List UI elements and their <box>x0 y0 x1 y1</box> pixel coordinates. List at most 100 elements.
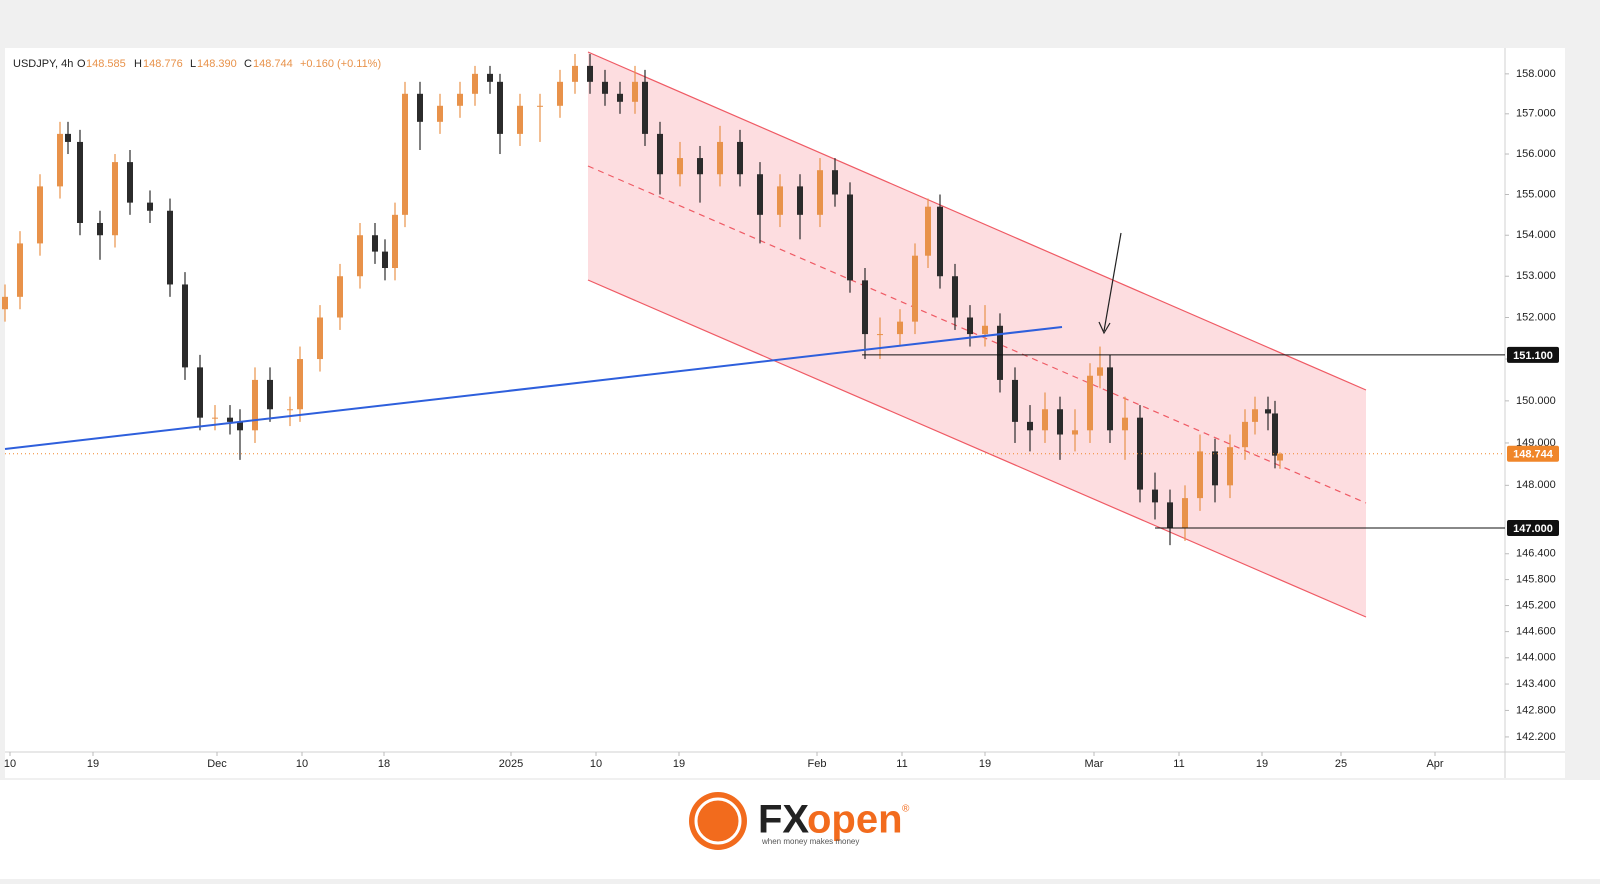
brand-reg: ® <box>902 804 910 815</box>
candle-body <box>167 210 173 285</box>
tagline: when money makes money <box>761 837 859 846</box>
h-value: 148.776 <box>143 58 183 70</box>
brand-fx: FX <box>758 798 809 842</box>
candle-body <box>1167 502 1173 529</box>
candle-body <box>382 251 388 269</box>
candle-body <box>497 81 503 134</box>
y-tick-label: 144.000 <box>1516 652 1556 664</box>
candle-body <box>457 93 463 106</box>
candle-body <box>967 317 973 335</box>
candle-body <box>937 206 943 277</box>
y-tick-label: 148.000 <box>1516 479 1556 491</box>
y-tick-label: 157.000 <box>1516 108 1556 120</box>
header: USDJPY, 4h O 148.585 H 148.776 L 148.390… <box>13 58 381 70</box>
x-tick-label: 19 <box>87 758 99 770</box>
candle-body <box>517 105 523 134</box>
candle-body <box>1182 498 1188 529</box>
candle-body <box>757 174 763 215</box>
candle-body <box>1057 409 1063 435</box>
candle-body <box>717 141 723 175</box>
candle-body <box>617 93 623 102</box>
candle-body <box>1012 379 1018 422</box>
candle-body <box>862 280 868 335</box>
candle-body <box>267 379 273 410</box>
level-label: 147.000 <box>1513 523 1553 535</box>
candle-body <box>127 162 133 203</box>
candle-body <box>1027 421 1033 431</box>
candle-body <box>77 141 83 223</box>
y-tick-label: 145.800 <box>1516 573 1556 585</box>
candle-body <box>37 186 43 244</box>
change: +0.160 (+0.11%) <box>300 58 381 70</box>
y-tick-label: 154.000 <box>1516 229 1556 241</box>
arrow <box>1103 232 1122 332</box>
level-label: 151.100 <box>1513 350 1553 362</box>
candle-body <box>1227 447 1233 486</box>
candle-body <box>392 214 398 269</box>
y-tick-label: 153.000 <box>1516 270 1556 282</box>
x-tick-label: Mar <box>1085 758 1104 770</box>
y-tick-label: 142.200 <box>1516 731 1556 743</box>
candle-body <box>112 162 118 236</box>
candle-body <box>572 65 578 82</box>
x-tick-label: 25 <box>1335 758 1347 770</box>
candle-body <box>1137 417 1143 490</box>
candle-body <box>1277 453 1283 461</box>
candle-body <box>97 222 103 236</box>
chart-panel <box>5 48 1565 778</box>
logo-icon <box>689 792 747 850</box>
candle-body <box>1197 451 1203 499</box>
candle-body <box>1087 375 1093 431</box>
y-tick-label: 155.000 <box>1516 188 1556 200</box>
y-tick-label: 150.000 <box>1516 395 1556 407</box>
candle-body <box>1072 430 1078 435</box>
brand-open: open <box>807 798 903 842</box>
level-label-bg <box>1507 346 1559 363</box>
candle-body <box>57 133 63 187</box>
x-tick-label: 11 <box>896 758 907 770</box>
candle-body <box>417 93 423 122</box>
candle-body <box>357 235 363 277</box>
candle-body <box>1272 413 1278 456</box>
candle-body <box>1122 417 1128 431</box>
l-label: L <box>190 58 196 70</box>
candle-body <box>212 417 218 419</box>
o-label: O <box>77 58 86 70</box>
candle-body <box>537 105 543 107</box>
candle-body <box>1042 409 1048 431</box>
candle-body <box>237 421 243 431</box>
candle-body <box>602 81 608 94</box>
candle-body <box>2 296 8 310</box>
candle-body <box>1242 421 1248 448</box>
candle-body <box>997 325 1003 380</box>
o-value: 148.585 <box>86 58 126 70</box>
candle-body <box>587 65 593 82</box>
candle-body <box>737 141 743 175</box>
candle-body <box>952 276 958 318</box>
candle-body <box>817 170 823 215</box>
candle-body <box>897 321 903 335</box>
trend-line <box>4 326 1063 450</box>
x-tick-label: 11 <box>1173 758 1184 770</box>
x-tick-label: 10 <box>4 758 16 770</box>
x-tick-label: 10 <box>296 758 308 770</box>
candle-body <box>912 255 918 322</box>
candle-body <box>557 81 563 106</box>
candle-body <box>642 81 648 134</box>
candle-body <box>1097 367 1103 376</box>
logo: FX open ® when money makes money <box>689 792 910 850</box>
y-tick-label: 158.000 <box>1516 68 1556 80</box>
y-tick-label: 152.000 <box>1516 311 1556 323</box>
x-tick-label: 2025 <box>499 758 523 770</box>
candle-body <box>297 359 303 410</box>
y-tick-label: 156.000 <box>1516 148 1556 160</box>
candle-body <box>65 133 71 142</box>
h-label: H <box>134 58 142 70</box>
x-tick-label: 18 <box>378 758 390 770</box>
level-label-bg <box>1507 520 1559 537</box>
current-price-label: 148.744 <box>1513 449 1554 461</box>
y-tick-label: 143.400 <box>1516 678 1556 690</box>
x-tick-label: 19 <box>1256 758 1268 770</box>
candle-body <box>402 93 408 215</box>
